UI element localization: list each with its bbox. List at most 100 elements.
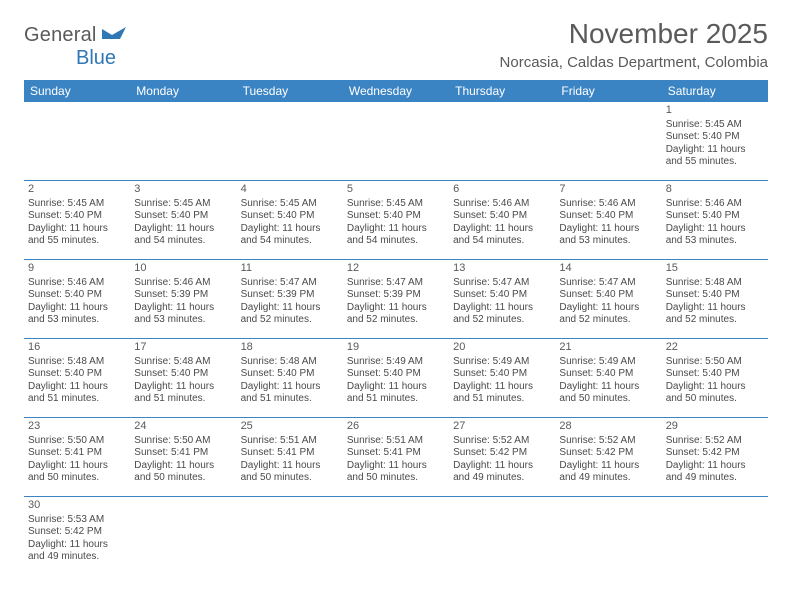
daylight-line: Daylight: 11 hours and 50 minutes. — [241, 460, 338, 485]
sunset-line: Sunset: 5:41 PM — [347, 447, 444, 460]
sunrise-line: Sunrise: 5:45 AM — [134, 198, 231, 211]
sunset-line: Sunset: 5:40 PM — [666, 210, 763, 223]
sunset-line: Sunset: 5:42 PM — [453, 447, 550, 460]
daylight-line: Daylight: 11 hours and 53 minutes. — [559, 223, 656, 248]
day-cell — [237, 102, 343, 180]
day-number: 12 — [347, 262, 444, 276]
day-cell: 12Sunrise: 5:47 AMSunset: 5:39 PMDayligh… — [343, 260, 449, 338]
day-number: 8 — [666, 183, 763, 197]
daylight-line: Daylight: 11 hours and 55 minutes. — [28, 223, 125, 248]
sunrise-line: Sunrise: 5:52 AM — [666, 435, 763, 448]
daylight-line: Daylight: 11 hours and 52 minutes. — [453, 302, 550, 327]
day-of-week-cell: Thursday — [449, 80, 555, 102]
day-cell: 27Sunrise: 5:52 AMSunset: 5:42 PMDayligh… — [449, 418, 555, 496]
day-number: 11 — [241, 262, 338, 276]
day-cell: 3Sunrise: 5:45 AMSunset: 5:40 PMDaylight… — [130, 181, 236, 259]
day-number: 10 — [134, 262, 231, 276]
day-cell: 16Sunrise: 5:48 AMSunset: 5:40 PMDayligh… — [24, 339, 130, 417]
day-number: 6 — [453, 183, 550, 197]
day-cell: 22Sunrise: 5:50 AMSunset: 5:40 PMDayligh… — [662, 339, 768, 417]
day-cell: 6Sunrise: 5:46 AMSunset: 5:40 PMDaylight… — [449, 181, 555, 259]
day-of-week-cell: Tuesday — [237, 80, 343, 102]
sunset-line: Sunset: 5:40 PM — [28, 210, 125, 223]
sunrise-line: Sunrise: 5:46 AM — [559, 198, 656, 211]
daylight-line: Daylight: 11 hours and 51 minutes. — [453, 381, 550, 406]
sunset-line: Sunset: 5:40 PM — [666, 289, 763, 302]
day-number: 29 — [666, 420, 763, 434]
day-cell: 24Sunrise: 5:50 AMSunset: 5:41 PMDayligh… — [130, 418, 236, 496]
day-of-week-cell: Monday — [130, 80, 236, 102]
calendar-page: General November 2025 Norcasia, Caldas D… — [0, 0, 792, 593]
sunrise-line: Sunrise: 5:50 AM — [666, 356, 763, 369]
sunset-line: Sunset: 5:40 PM — [666, 131, 763, 144]
daylight-line: Daylight: 11 hours and 51 minutes. — [28, 381, 125, 406]
sunrise-line: Sunrise: 5:48 AM — [666, 277, 763, 290]
sunset-line: Sunset: 5:40 PM — [134, 210, 231, 223]
day-cell: 26Sunrise: 5:51 AMSunset: 5:41 PMDayligh… — [343, 418, 449, 496]
day-of-week-row: SundayMondayTuesdayWednesdayThursdayFrid… — [24, 80, 768, 102]
day-cell: 17Sunrise: 5:48 AMSunset: 5:40 PMDayligh… — [130, 339, 236, 417]
daylight-line: Daylight: 11 hours and 51 minutes. — [241, 381, 338, 406]
week-row: 9Sunrise: 5:46 AMSunset: 5:40 PMDaylight… — [24, 260, 768, 339]
day-number: 15 — [666, 262, 763, 276]
logo-flag-icon — [102, 25, 128, 46]
sunset-line: Sunset: 5:42 PM — [666, 447, 763, 460]
day-number: 24 — [134, 420, 231, 434]
daylight-line: Daylight: 11 hours and 54 minutes. — [134, 223, 231, 248]
day-number: 3 — [134, 183, 231, 197]
day-cell — [662, 497, 768, 575]
daylight-line: Daylight: 11 hours and 54 minutes. — [241, 223, 338, 248]
day-cell: 19Sunrise: 5:49 AMSunset: 5:40 PMDayligh… — [343, 339, 449, 417]
sunrise-line: Sunrise: 5:50 AM — [28, 435, 125, 448]
sunset-line: Sunset: 5:39 PM — [241, 289, 338, 302]
sunset-line: Sunset: 5:42 PM — [28, 526, 125, 539]
day-cell: 11Sunrise: 5:47 AMSunset: 5:39 PMDayligh… — [237, 260, 343, 338]
daylight-line: Daylight: 11 hours and 52 minutes. — [559, 302, 656, 327]
day-of-week-cell: Saturday — [662, 80, 768, 102]
day-cell: 1Sunrise: 5:45 AMSunset: 5:40 PMDaylight… — [662, 102, 768, 180]
daylight-line: Daylight: 11 hours and 50 minutes. — [134, 460, 231, 485]
location-text: Norcasia, Caldas Department, Colombia — [500, 54, 768, 71]
sunrise-line: Sunrise: 5:48 AM — [134, 356, 231, 369]
day-cell — [237, 497, 343, 575]
sunrise-line: Sunrise: 5:51 AM — [241, 435, 338, 448]
daylight-line: Daylight: 11 hours and 52 minutes. — [241, 302, 338, 327]
day-number: 17 — [134, 341, 231, 355]
day-of-week-cell: Sunday — [24, 80, 130, 102]
calendar-grid: SundayMondayTuesdayWednesdayThursdayFrid… — [24, 80, 768, 575]
day-cell — [24, 102, 130, 180]
daylight-line: Daylight: 11 hours and 50 minutes. — [28, 460, 125, 485]
sunrise-line: Sunrise: 5:45 AM — [347, 198, 444, 211]
sunrise-line: Sunrise: 5:49 AM — [453, 356, 550, 369]
day-cell: 7Sunrise: 5:46 AMSunset: 5:40 PMDaylight… — [555, 181, 661, 259]
day-cell: 30Sunrise: 5:53 AMSunset: 5:42 PMDayligh… — [24, 497, 130, 575]
sunrise-line: Sunrise: 5:46 AM — [453, 198, 550, 211]
sunset-line: Sunset: 5:40 PM — [559, 368, 656, 381]
month-title: November 2025 — [500, 18, 768, 50]
logo: General — [24, 18, 130, 47]
daylight-line: Daylight: 11 hours and 51 minutes. — [134, 381, 231, 406]
sunrise-line: Sunrise: 5:45 AM — [241, 198, 338, 211]
daylight-line: Daylight: 11 hours and 54 minutes. — [347, 223, 444, 248]
day-cell — [130, 102, 236, 180]
day-cell — [130, 497, 236, 575]
sunset-line: Sunset: 5:41 PM — [28, 447, 125, 460]
daylight-line: Daylight: 11 hours and 52 minutes. — [666, 302, 763, 327]
day-number: 21 — [559, 341, 656, 355]
day-cell: 13Sunrise: 5:47 AMSunset: 5:40 PMDayligh… — [449, 260, 555, 338]
sunset-line: Sunset: 5:40 PM — [453, 368, 550, 381]
daylight-line: Daylight: 11 hours and 53 minutes. — [28, 302, 125, 327]
week-row: 23Sunrise: 5:50 AMSunset: 5:41 PMDayligh… — [24, 418, 768, 497]
day-cell — [449, 497, 555, 575]
daylight-line: Daylight: 11 hours and 50 minutes. — [347, 460, 444, 485]
day-number: 23 — [28, 420, 125, 434]
daylight-line: Daylight: 11 hours and 49 minutes. — [559, 460, 656, 485]
sunset-line: Sunset: 5:40 PM — [241, 210, 338, 223]
sunset-line: Sunset: 5:40 PM — [134, 368, 231, 381]
daylight-line: Daylight: 11 hours and 50 minutes. — [559, 381, 656, 406]
day-cell: 5Sunrise: 5:45 AMSunset: 5:40 PMDaylight… — [343, 181, 449, 259]
day-cell — [555, 497, 661, 575]
sunset-line: Sunset: 5:41 PM — [134, 447, 231, 460]
daylight-line: Daylight: 11 hours and 49 minutes. — [666, 460, 763, 485]
sunrise-line: Sunrise: 5:47 AM — [241, 277, 338, 290]
